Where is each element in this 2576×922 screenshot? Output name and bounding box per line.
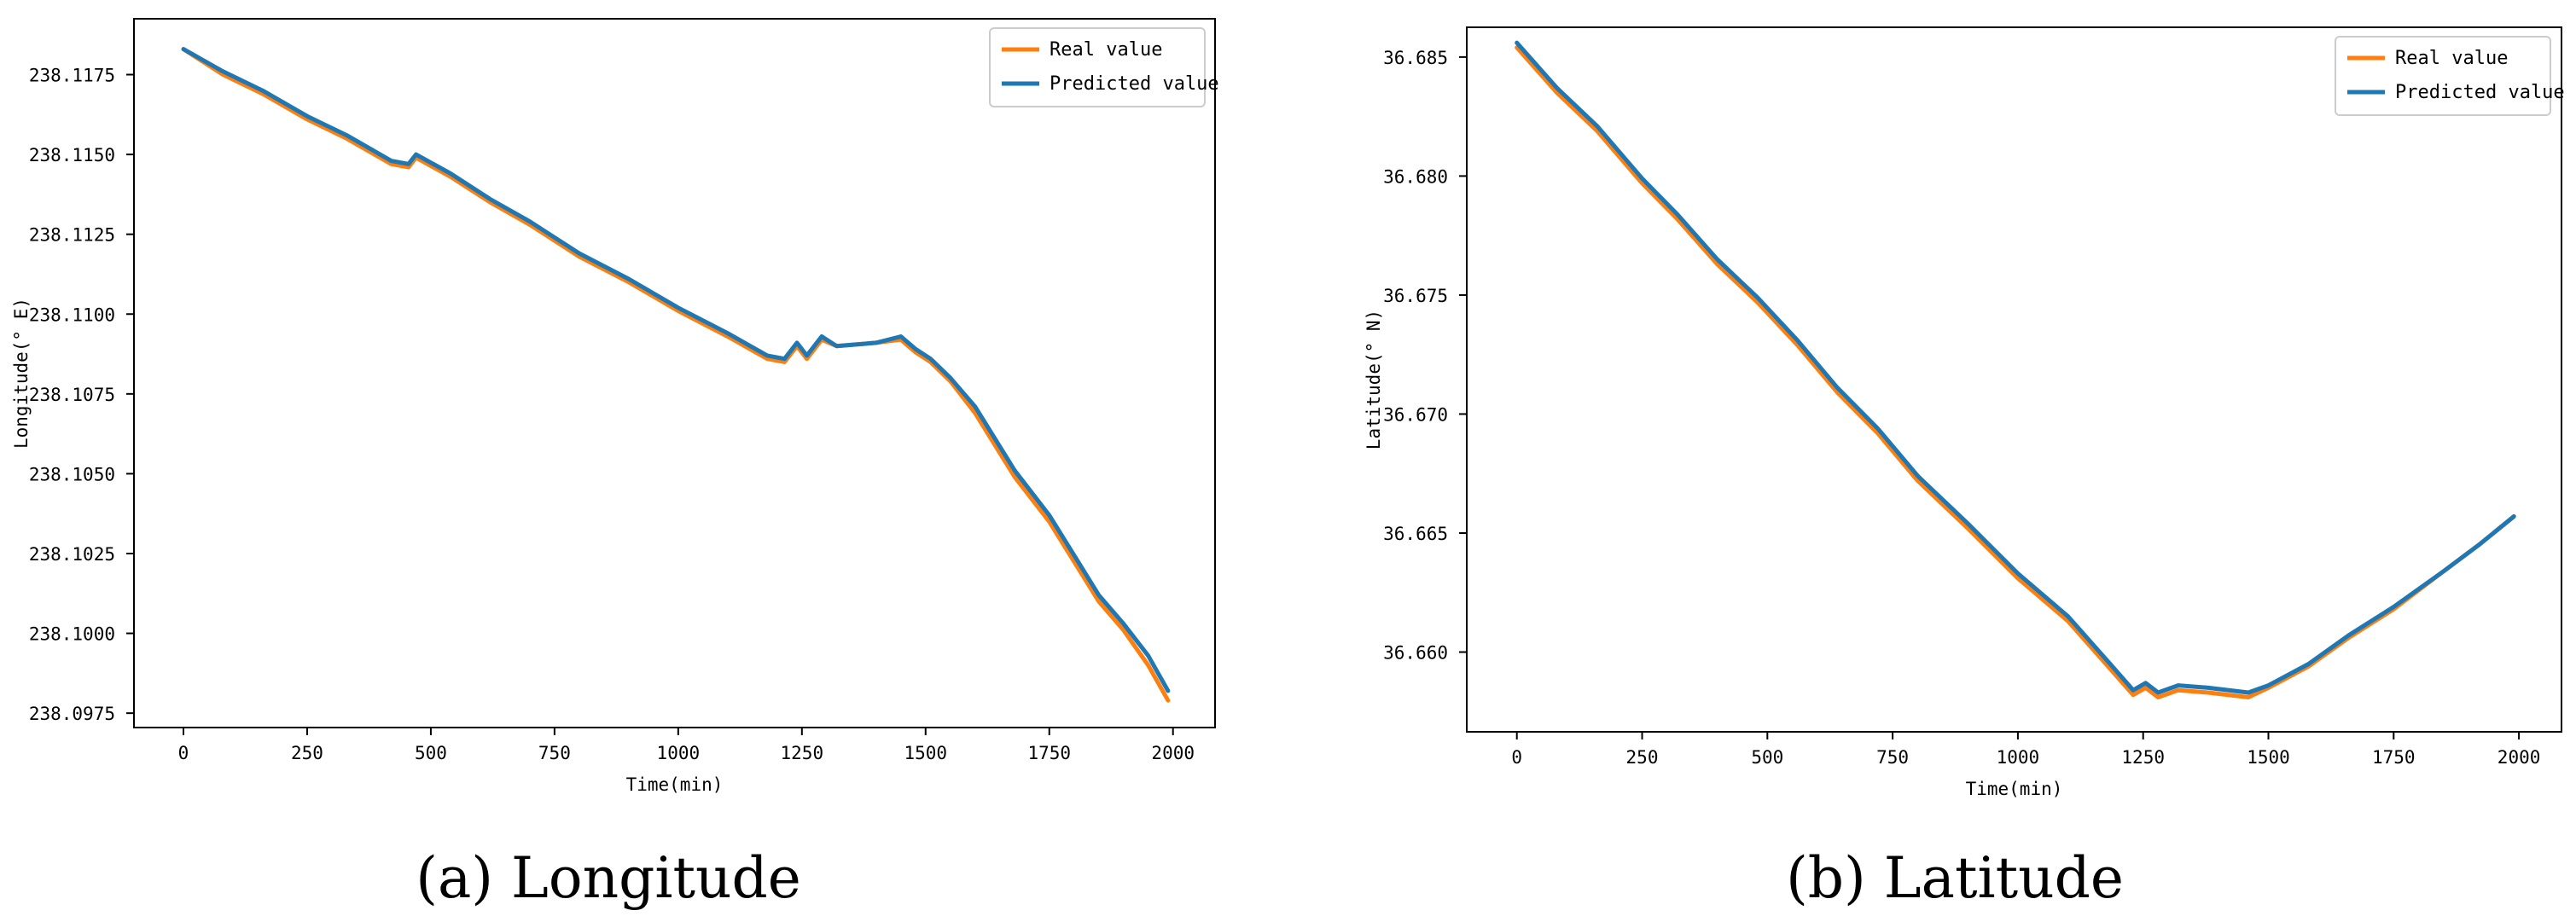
y-tick-label: 238.0975 [29,704,115,724]
y-tick-label: 36.665 [1383,524,1448,544]
legend: Real value Predicted value [2335,36,2565,116]
x-tick-label: 1500 [2247,747,2290,768]
latitude-chart-panel: 0 250 500 750 1000 1250 1500 1750 2000 36.660 36.6… [1364,26,2565,911]
x-tick-label: 750 [1876,747,1909,768]
x-tick-label: 0 [1511,747,1522,768]
y-tick-label: 238.1175 [29,66,115,86]
predicted-value-line [1515,40,2516,695]
y-tick-label: 238.1000 [29,624,115,645]
x-axis-label: Time(min) [1966,779,2063,799]
x-tick-label: 250 [1626,747,1659,768]
y-tick-label: 238.1075 [29,385,115,405]
longitude-chart-panel: 0 250 500 750 1000 1250 1500 1750 2000 238.0975 23… [11,18,1219,911]
legend-box [2335,36,2551,116]
figure-caption: (a) Longitude [416,845,801,911]
y-tick-label: 36.660 [1383,643,1448,664]
y-tick-label: 238.1025 [29,544,115,565]
x-tick-label: 1250 [781,743,824,763]
y-axis-label: Latitude(° N) [1364,310,1384,449]
x-tick-label: 1750 [2372,747,2416,768]
legend-label-predicted: Predicted value [2395,82,2565,103]
legend-label-predicted: Predicted value [1050,73,1219,95]
real-value-line [181,47,1171,703]
y-tick-label: 238.1150 [29,145,115,165]
x-tick-label: 2000 [1151,743,1195,763]
x-tick-label: 750 [538,743,571,763]
plot-frame [1466,26,2562,733]
y-tick-label: 36.675 [1383,286,1448,306]
x-tick-label: 0 [178,743,189,763]
figure-caption: (b) Latitude [1786,845,2124,911]
y-tick-label: 238.1050 [29,464,115,484]
legend-box [989,27,1206,107]
legend-label-real: Real value [2395,48,2508,69]
x-axis-label: Time(min) [626,774,724,795]
x-tick-label: 1000 [1997,747,2040,768]
y-tick-label: 36.680 [1383,166,1448,187]
plot-frame [133,18,1216,728]
predicted-value-line [181,47,1171,693]
x-tick-label: 250 [291,743,323,763]
x-tick-label: 1500 [904,743,947,763]
x-tick-label: 500 [1751,747,1783,768]
y-tick-label: 36.670 [1383,404,1448,425]
x-tick-label: 1000 [657,743,701,763]
legend-label-real: Real value [1050,39,1162,61]
y-axis-label: Longitude(° E) [11,298,32,449]
y-tick-label: 36.685 [1383,48,1448,68]
x-tick-label: 2000 [2497,747,2541,768]
x-tick-label: 500 [415,743,447,763]
x-tick-label: 1250 [2121,747,2165,768]
real-value-line [1515,45,2516,699]
legend: Real value Predicted value [989,27,1219,107]
y-tick-label: 238.1100 [29,304,115,325]
x-tick-label: 1750 [1027,743,1071,763]
y-tick-label: 238.1125 [29,225,115,246]
